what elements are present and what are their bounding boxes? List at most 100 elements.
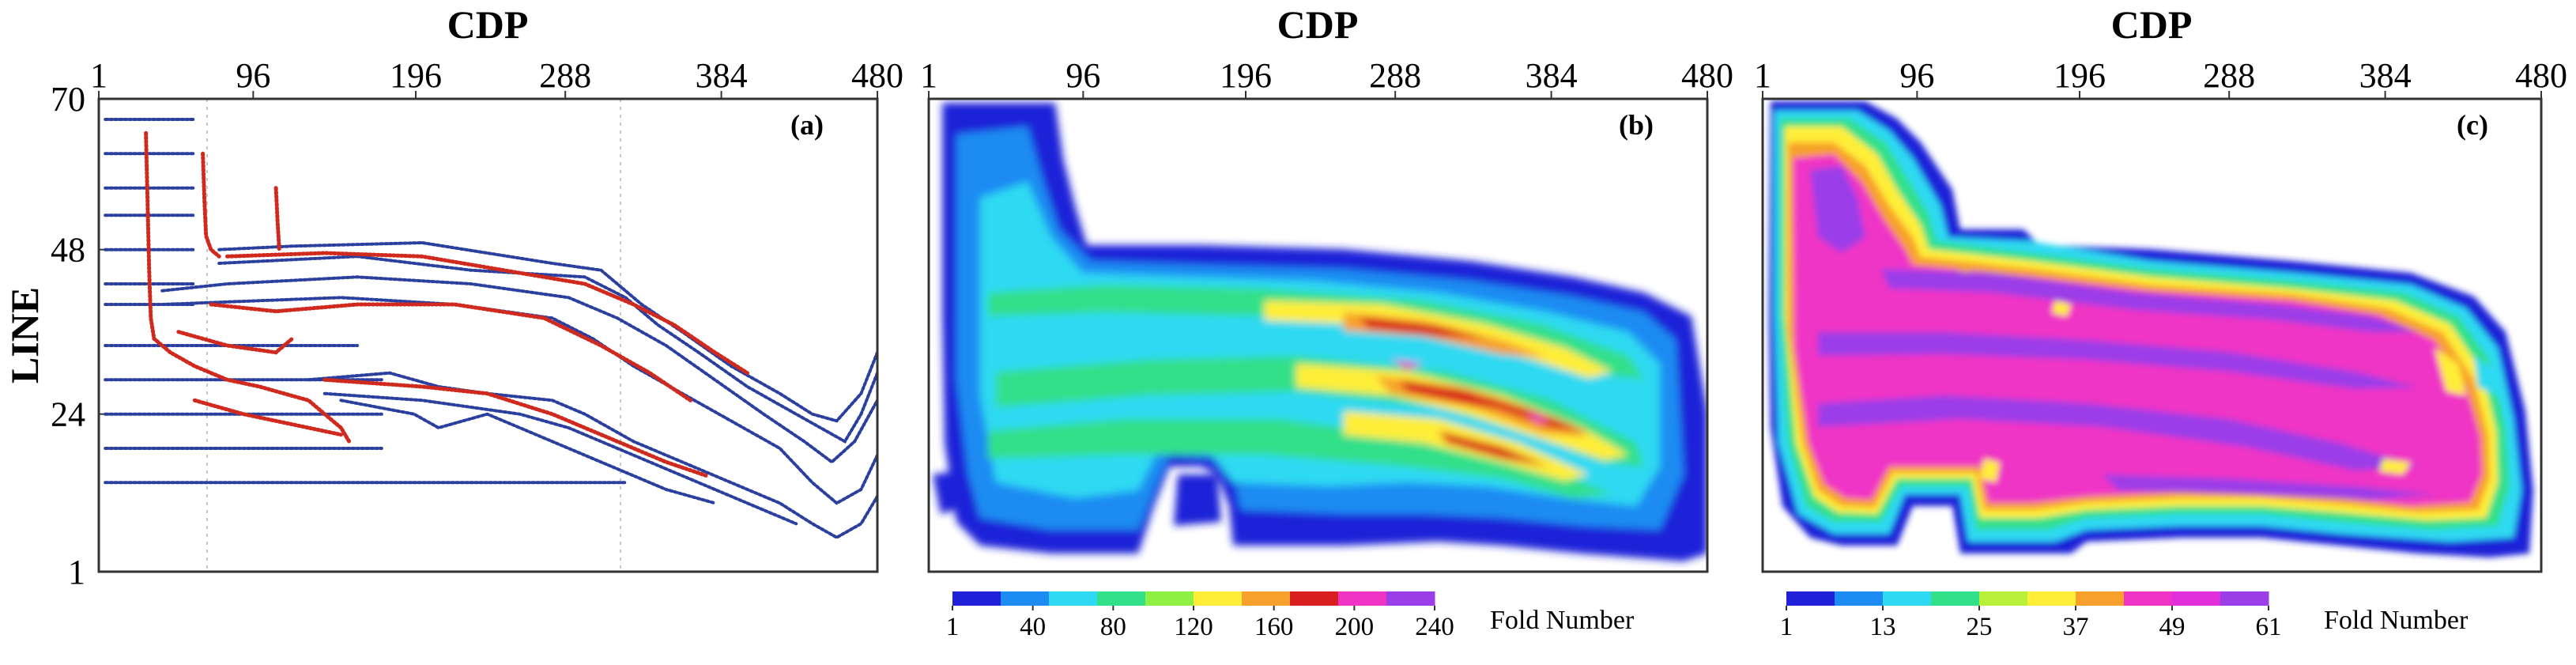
geometry-line <box>217 240 877 423</box>
x-tick-label: 480 <box>851 56 903 95</box>
heatmap-band <box>1391 360 1423 370</box>
colorbar-swatch <box>1386 591 1435 606</box>
y-tick-label: 24 <box>51 395 85 434</box>
colorbar-swatch <box>1979 591 2028 606</box>
plot-frame <box>1761 97 2543 573</box>
heatmap-band <box>2474 356 2498 395</box>
colorbar-swatch <box>1931 591 1980 606</box>
colorbar-swatch <box>1290 591 1339 606</box>
colorbar-tick-label: 40 <box>1020 613 1046 641</box>
colorbar-tick-label: 61 <box>2256 613 2282 641</box>
heatmap <box>933 103 1707 561</box>
cdp-point-trace <box>144 130 352 444</box>
colorbar-swatch <box>1049 591 1098 606</box>
colorbar-tick-label: 37 <box>2063 613 2089 641</box>
heatmap-band <box>1526 411 1549 424</box>
heatmap-band <box>1439 431 1549 467</box>
x-tick-label: 1 <box>920 56 937 95</box>
colorbar-swatch <box>1001 591 1050 606</box>
colorbar-swatch <box>1194 591 1243 606</box>
colorbar-tick-label: 25 <box>1967 613 1993 641</box>
colorbar-swatch <box>2076 591 2125 606</box>
x-axis-title: CDP <box>447 2 529 47</box>
heatmap-band <box>2052 300 2071 316</box>
colorbar-swatch <box>1097 591 1146 606</box>
colorbar-swatch <box>1835 591 1884 606</box>
heatmap <box>1769 101 2533 557</box>
heatmap-band <box>988 285 1644 380</box>
cdp-point-trace <box>192 398 343 437</box>
heatmap-band <box>1980 459 2000 482</box>
heatmap-band <box>1360 316 1486 338</box>
x-tick-label: 196 <box>390 56 442 95</box>
x-tick-label: 196 <box>1220 56 1272 95</box>
colorbar-swatch <box>1338 591 1387 606</box>
x-tick-label: 1 <box>90 56 107 95</box>
colorbar-tick-label: 80 <box>1100 613 1126 641</box>
geometry-line <box>339 399 717 505</box>
heatmap-band <box>1296 364 1628 460</box>
heatmap-band <box>996 356 1644 467</box>
x-tick-label: 480 <box>2515 56 2567 95</box>
x-ticks: 1 96 196 288 384 480 <box>90 56 903 99</box>
colorbar-tick-label: 200 <box>1335 613 1375 641</box>
colorbar-tick-label: 13 <box>1870 613 1896 641</box>
cdp-point-trace <box>209 302 692 402</box>
panel-b: CDP 1 96 196 288 384 480 <box>920 2 1733 641</box>
y-tick-label: 1 <box>68 553 85 591</box>
colorbar-tick-label: 1 <box>946 613 960 641</box>
heatmap-band <box>2103 474 2435 500</box>
x-tick-label: 384 <box>2359 56 2412 95</box>
colorbar-title: Fold Number <box>2324 606 2469 635</box>
colorbar-swatch <box>2172 591 2221 606</box>
x-ticks: 1 96 196 288 384 480 <box>1754 56 2567 99</box>
panel-c: CDP 1 96 196 288 384 480 <box>1754 2 2567 641</box>
plot-area <box>104 99 877 572</box>
heatmap-region <box>1174 474 1221 526</box>
colorbar-tick-label: 1 <box>1780 613 1793 641</box>
cdp-point-trace <box>176 330 295 355</box>
x-tick-label: 288 <box>1369 56 1421 95</box>
colorbar-swatch <box>2027 591 2076 606</box>
colorbar-swatch <box>1242 591 1291 606</box>
x-axis-title: CDP <box>2111 2 2193 47</box>
colorbar: 1 13 25 37 49 61 <box>1780 591 2282 641</box>
colorbar-swatch <box>1145 591 1194 606</box>
heatmap-region <box>933 470 968 514</box>
x-tick-label: 96 <box>1065 56 1100 95</box>
colorbar-title: Fold Number <box>1490 606 1635 635</box>
cdp-point-trace <box>225 251 749 376</box>
heatmap-band <box>1810 166 1865 253</box>
x-tick-label: 1 <box>1754 56 1771 95</box>
heatmap-band <box>1818 332 2419 389</box>
heatmap-band <box>988 419 1612 498</box>
plot-frame <box>927 97 1709 573</box>
heatmap-band <box>1881 269 2419 332</box>
colorbar-tick-label: 240 <box>1415 613 1454 641</box>
geometry-line <box>217 255 877 444</box>
x-tick-label: 384 <box>1526 56 1578 95</box>
y-tick-label: 48 <box>51 231 85 270</box>
heatmap-band <box>1818 395 2419 470</box>
x-tick-label: 384 <box>696 56 748 95</box>
plot-frame <box>97 97 879 573</box>
panel-label: (a) <box>790 109 824 141</box>
colorbar-swatch <box>2220 591 2269 606</box>
panel-label: (c) <box>2457 109 2488 141</box>
x-axis-title: CDP <box>1277 2 1359 47</box>
colorbar-tick-label: 160 <box>1254 613 1294 641</box>
x-tick-label: 288 <box>2203 56 2255 95</box>
x-tick-label: 196 <box>2054 56 2106 95</box>
y-tick-label: 70 <box>51 80 85 119</box>
geometry-line <box>322 391 798 526</box>
x-tick-label: 288 <box>539 56 591 95</box>
cdp-point-trace <box>273 186 281 252</box>
x-tick-label: 96 <box>236 56 270 95</box>
x-tick-label: 96 <box>1899 56 1934 95</box>
heatmap-band <box>2435 348 2466 395</box>
colorbar-swatch <box>1786 591 1835 606</box>
x-ticks: 1 96 196 288 384 480 <box>920 56 1733 99</box>
geometry-line <box>160 275 877 464</box>
